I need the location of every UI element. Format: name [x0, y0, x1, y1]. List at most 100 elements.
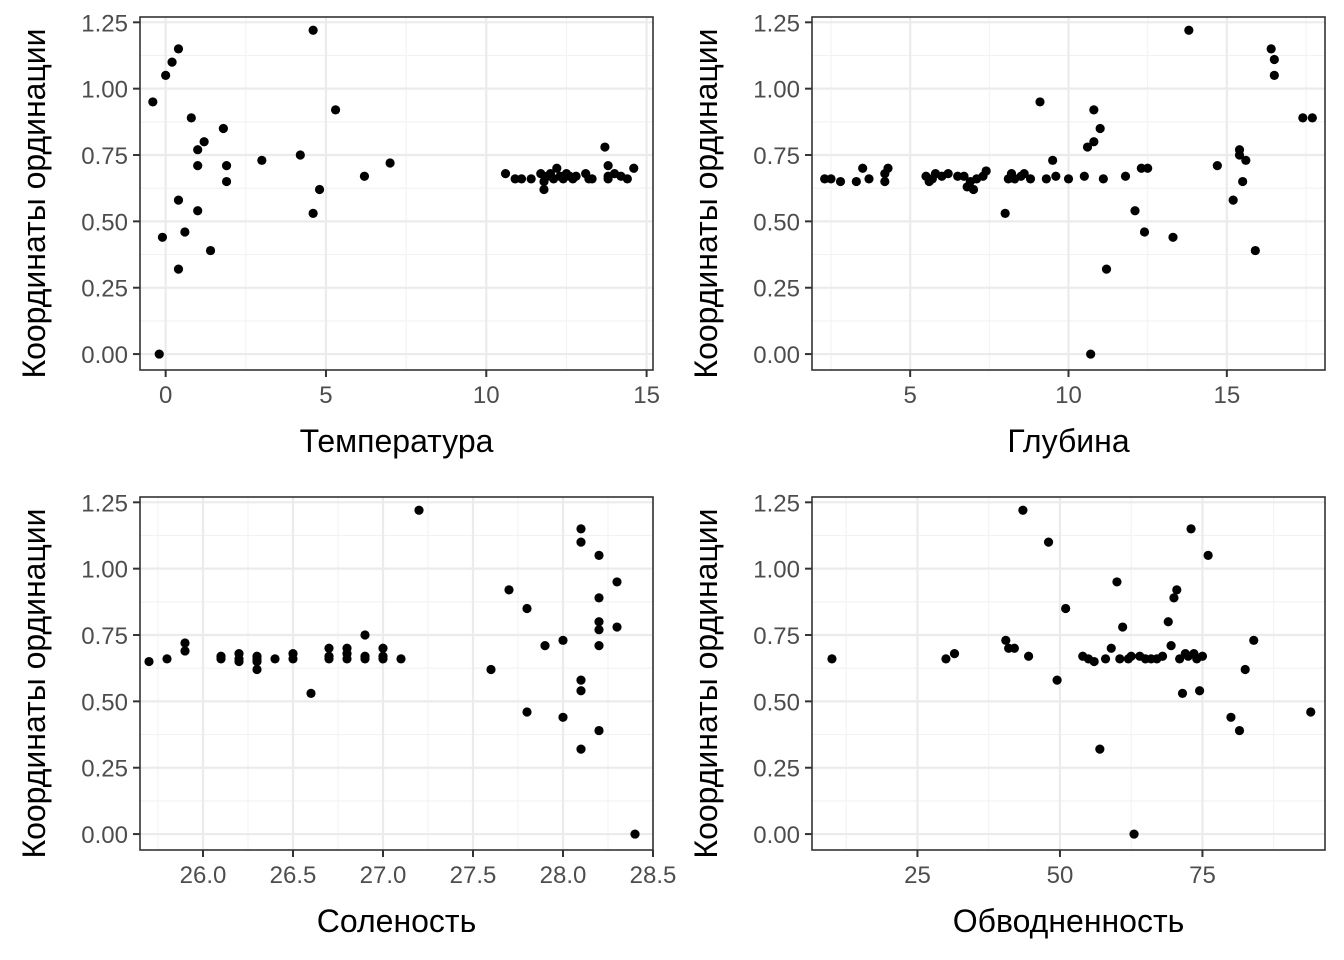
x-tick-label: 10	[473, 382, 500, 409]
data-point	[1115, 654, 1125, 664]
x-tick-label: 15	[633, 382, 660, 409]
data-point	[864, 174, 874, 184]
panel-background	[140, 497, 653, 850]
data-point	[378, 643, 388, 653]
data-point	[1079, 171, 1089, 181]
data-point	[943, 168, 953, 179]
data-point	[1249, 635, 1259, 645]
data-point	[820, 174, 830, 184]
data-point	[173, 44, 184, 54]
data-point	[1089, 105, 1099, 115]
data-point	[1095, 123, 1105, 134]
data-point	[1129, 829, 1139, 839]
y-tick-label: 0.50	[753, 209, 800, 236]
data-point	[1269, 54, 1279, 65]
data-point	[1112, 577, 1122, 587]
data-point	[1082, 142, 1093, 152]
data-point	[576, 675, 586, 685]
data-point	[552, 163, 562, 173]
data-point	[1095, 744, 1105, 754]
data-point	[1019, 168, 1029, 179]
data-point	[1269, 70, 1279, 80]
data-point	[414, 505, 424, 515]
data-point	[193, 161, 203, 171]
x-tick-label: 28.5	[630, 862, 677, 889]
x-tick-label: 5	[903, 382, 916, 409]
y-tick-label: 0.00	[81, 822, 128, 849]
y-tick-label: 0.25	[81, 756, 128, 783]
data-point	[500, 168, 511, 179]
panel-watering: 25 50 75 0.00 0.25 0.50 0.75 1.00 1.25 Обводненн…	[688, 490, 1326, 939]
data-point	[558, 712, 568, 722]
x-tick-label: 27.0	[360, 862, 407, 889]
data-point	[1089, 656, 1099, 667]
data-point	[1048, 155, 1058, 165]
y-tick-label: 1.00	[81, 557, 128, 584]
data-point	[314, 184, 325, 195]
x-tick-label: 27.5	[450, 862, 497, 889]
data-point	[1238, 176, 1248, 187]
data-point	[1118, 622, 1128, 632]
data-point	[144, 656, 154, 667]
data-point	[968, 184, 979, 195]
data-point	[630, 829, 640, 839]
data-point	[594, 617, 604, 627]
data-point	[157, 232, 168, 242]
data-point	[1240, 664, 1250, 675]
data-point	[1025, 174, 1036, 184]
data-point	[193, 206, 203, 216]
data-point	[180, 227, 190, 237]
data-point	[270, 654, 280, 664]
data-point	[173, 264, 184, 274]
data-point	[199, 137, 209, 147]
y-axis-title: Координаты ординации	[16, 508, 52, 858]
data-point	[1172, 585, 1182, 595]
data-point	[880, 176, 890, 187]
data-point	[359, 171, 370, 181]
data-point	[360, 630, 370, 640]
data-point	[1234, 725, 1245, 736]
x-axis-title: Глубина	[1007, 423, 1129, 459]
data-point	[1307, 113, 1317, 123]
data-point	[1052, 675, 1062, 685]
data-point	[1241, 155, 1251, 165]
data-point	[504, 585, 514, 595]
x-axis-title: Соленость	[317, 903, 476, 939]
data-point	[1197, 651, 1208, 661]
data-point	[612, 622, 622, 632]
data-point	[558, 635, 568, 645]
data-point	[1168, 232, 1178, 242]
data-point	[396, 654, 406, 664]
data-point	[295, 150, 305, 160]
data-point	[600, 142, 610, 152]
data-point	[1195, 686, 1205, 696]
data-point	[308, 25, 318, 35]
data-point	[576, 744, 586, 754]
data-point	[385, 158, 395, 168]
data-point	[252, 664, 262, 675]
data-point	[827, 654, 837, 664]
data-point	[1298, 113, 1308, 123]
data-point	[851, 176, 861, 187]
data-point	[1157, 651, 1168, 661]
data-point	[603, 161, 613, 171]
data-point	[180, 646, 190, 656]
data-point	[1018, 505, 1028, 515]
data-point	[835, 176, 846, 187]
x-tick-label: 26.5	[270, 862, 317, 889]
data-point	[1203, 550, 1213, 560]
data-point	[324, 643, 334, 653]
data-point	[594, 625, 604, 635]
data-point	[1101, 264, 1112, 274]
y-tick-label: 0.00	[81, 342, 128, 369]
panel-background	[140, 17, 653, 370]
data-point	[576, 686, 586, 696]
y-tick-label: 0.50	[81, 209, 128, 236]
data-point	[959, 171, 969, 181]
data-point	[1126, 651, 1136, 661]
data-point	[522, 707, 532, 717]
data-point	[949, 648, 960, 659]
data-point	[1226, 712, 1236, 722]
data-point	[1106, 643, 1116, 653]
